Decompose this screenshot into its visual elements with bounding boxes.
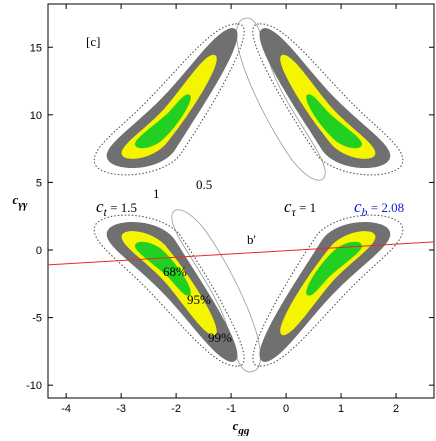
x-tick-label: 0 bbox=[283, 403, 289, 415]
y-tick-label: 10 bbox=[30, 110, 42, 122]
annotation-subscript: τ bbox=[292, 205, 297, 219]
annotation-text: = 1.5 bbox=[107, 200, 137, 215]
y-tick-label: 15 bbox=[30, 42, 42, 54]
y-axis-label: cγγ bbox=[13, 192, 28, 211]
reference-line bbox=[47, 241, 435, 266]
annotation-text: [c] bbox=[86, 34, 100, 49]
y-tick-label: 5 bbox=[36, 177, 42, 189]
x-tick-label: -4 bbox=[61, 403, 71, 415]
y-tick-label: 0 bbox=[36, 245, 42, 257]
annotation-text: 0.5 bbox=[196, 177, 212, 192]
contours bbox=[93, 17, 404, 373]
annotation-text: 1 bbox=[153, 186, 160, 201]
plot-frame bbox=[47, 3, 435, 399]
annotation-text: = 2.08 bbox=[368, 200, 405, 215]
line-label: b' bbox=[247, 232, 256, 247]
x-tick-label: -3 bbox=[116, 403, 126, 415]
annotation: 99% bbox=[208, 330, 232, 345]
annotation: 68% bbox=[163, 264, 187, 279]
annotation-text: 95% bbox=[187, 292, 211, 307]
annotation-symbol: c bbox=[96, 197, 104, 216]
annotation-subscript: t bbox=[104, 205, 108, 219]
annotation: cτ = 1 bbox=[284, 197, 316, 219]
annotation-text: 68% bbox=[163, 264, 187, 279]
annotation: 95% bbox=[187, 292, 211, 307]
y-tick-label: -5 bbox=[32, 313, 42, 325]
x-tick-label: 1 bbox=[338, 403, 344, 415]
x-tick-label: 2 bbox=[393, 403, 399, 415]
x-axis-label-subscript: gg bbox=[237, 425, 250, 436]
y-axis-label-subscript: γγ bbox=[18, 199, 28, 211]
x-tick-label: -1 bbox=[226, 403, 236, 415]
annotation-symbol: c bbox=[284, 197, 292, 216]
annotation-text: 99% bbox=[208, 330, 232, 345]
annotation: cb = 2.08 bbox=[354, 197, 404, 219]
annotation: 1 bbox=[153, 186, 160, 201]
y-axis-label-symbol: c bbox=[13, 192, 19, 207]
x-axis-label: cgg bbox=[233, 418, 250, 436]
x-tick-label: -2 bbox=[171, 403, 181, 415]
annotation: ct = 1.5 bbox=[96, 197, 137, 219]
annotation-subscript: b bbox=[362, 205, 368, 219]
annotation: [c] bbox=[86, 34, 100, 49]
annotation: 0.5 bbox=[196, 177, 212, 192]
y-tick-label: -10 bbox=[26, 380, 42, 392]
annotation-text: = 1 bbox=[296, 200, 316, 215]
x-axis-label-symbol: c bbox=[233, 418, 239, 433]
annotation-symbol: c bbox=[354, 197, 362, 216]
